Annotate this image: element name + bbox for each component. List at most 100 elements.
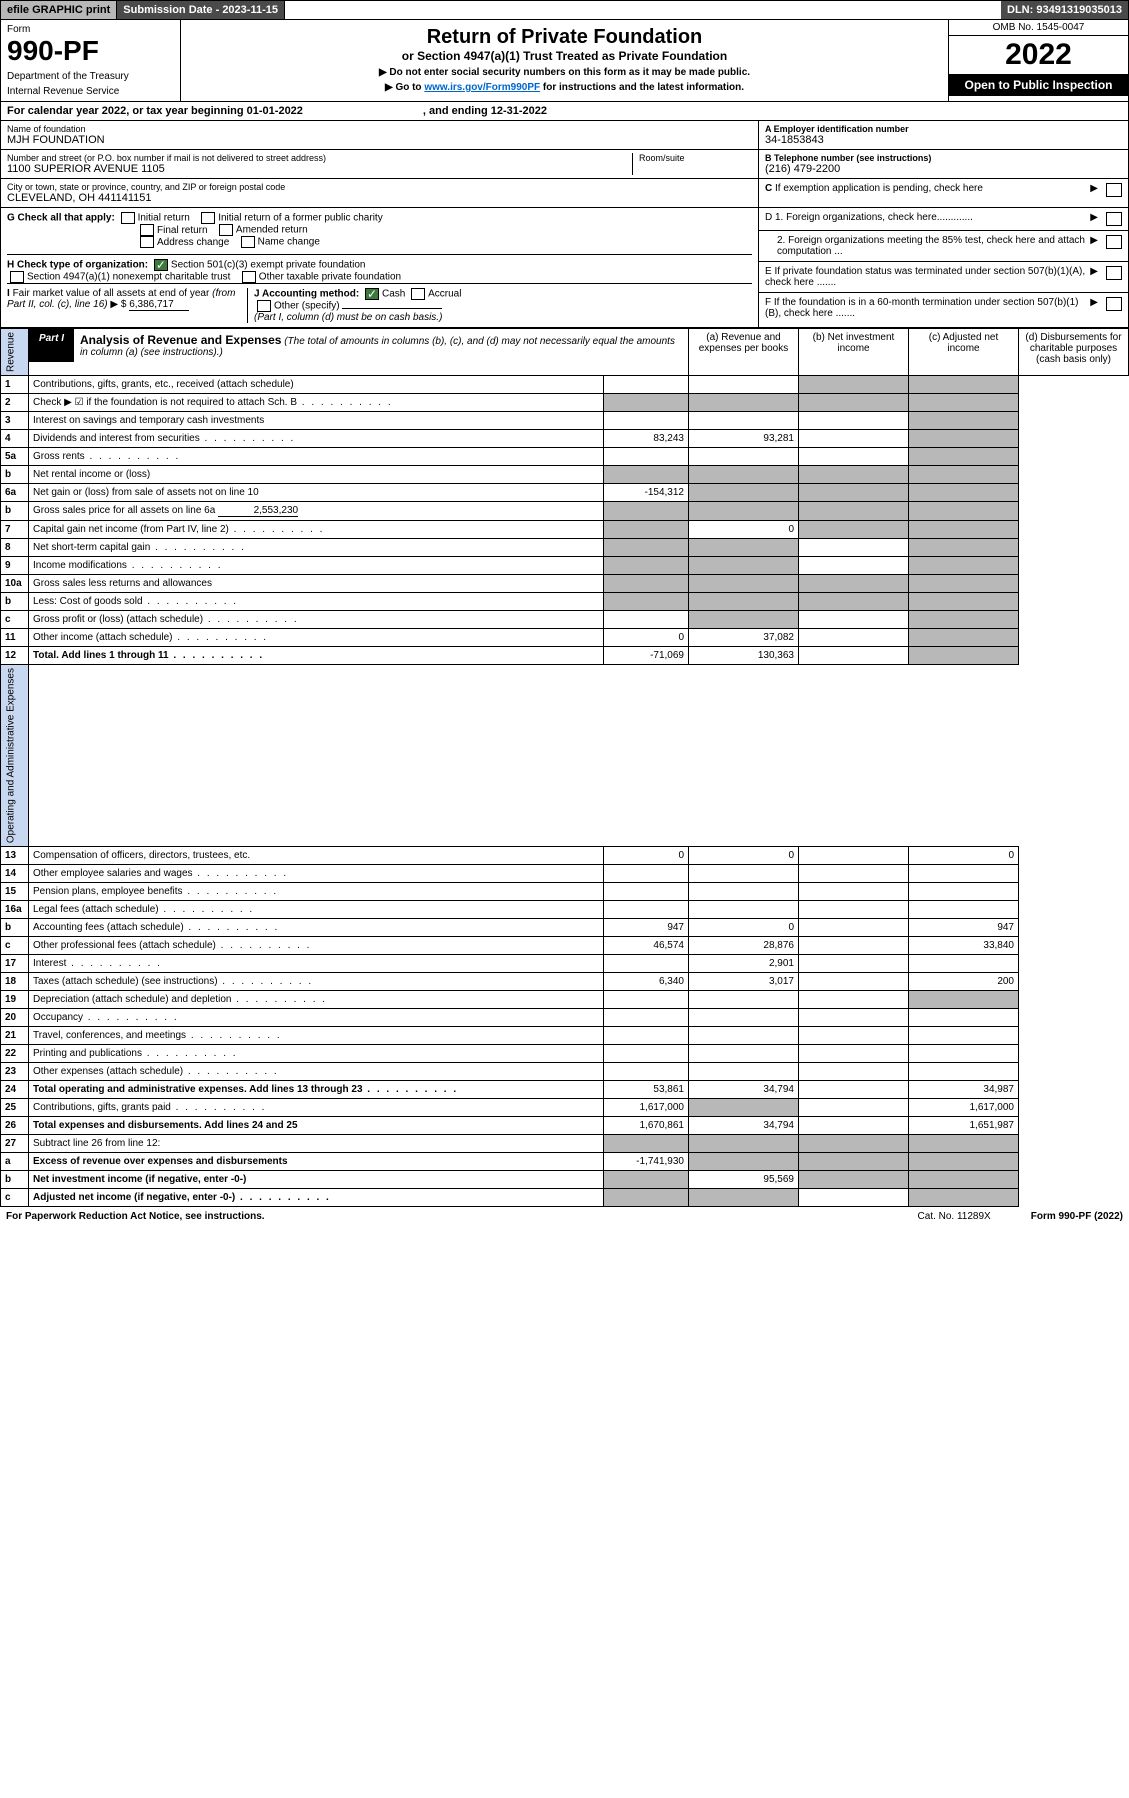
table-row: cAdjusted net income (if negative, enter… [1, 1189, 1129, 1207]
table-row: 8Net short-term capital gain [1, 539, 1129, 557]
part1-title: Analysis of Revenue and Expenses (The to… [74, 329, 688, 362]
ck-amended[interactable] [219, 224, 233, 236]
calendar-year-row: For calendar year 2022, or tax year begi… [0, 102, 1129, 121]
ck-501c3[interactable] [154, 259, 168, 271]
table-row: 27Subtract line 26 from line 12: [1, 1135, 1129, 1153]
part1-table: Revenue Part I Analysis of Revenue and E… [0, 328, 1129, 1207]
table-row: 24Total operating and administrative exp… [1, 1081, 1129, 1099]
table-row: 12Total. Add lines 1 through 11-71,06913… [1, 647, 1129, 665]
d1-label: D 1. Foreign organizations, check here..… [765, 212, 973, 223]
foundation-name: MJH FOUNDATION [7, 134, 752, 146]
ck-4947[interactable] [10, 271, 24, 283]
efile-label[interactable]: efile GRAPHIC print [1, 1, 117, 19]
table-row: 13Compensation of officers, directors, t… [1, 847, 1129, 865]
table-row: 26Total expenses and disbursements. Add … [1, 1117, 1129, 1135]
room-label: Room/suite [639, 153, 752, 163]
ck-cash[interactable] [365, 288, 379, 300]
ck-initial[interactable] [121, 212, 135, 224]
c-label: If exemption application is pending, che… [775, 183, 983, 194]
irs-label: Internal Revenue Service [7, 86, 174, 97]
table-row: 9Income modifications [1, 557, 1129, 575]
expenses-label: Operating and Administrative Expenses [1, 665, 29, 847]
checks-block: G Check all that apply: Initial return I… [0, 208, 1129, 328]
part1-label: Part I [29, 329, 74, 362]
cat-no: Cat. No. 11289X [918, 1211, 991, 1222]
table-row: bAccounting fees (attach schedule)947094… [1, 919, 1129, 937]
form-ref: Form 990-PF (2022) [1031, 1211, 1123, 1222]
ck-other-tax[interactable] [242, 271, 256, 283]
phone-label: B Telephone number (see instructions) [765, 153, 1122, 163]
f-label: F If the foundation is in a 60-month ter… [765, 297, 1079, 319]
form-subtitle: or Section 4947(a)(1) Trust Treated as P… [187, 49, 942, 63]
col-d: (d) Disbursements for charitable purpose… [1019, 329, 1129, 376]
table-row: 23Other expenses (attach schedule) [1, 1063, 1129, 1081]
ck-final[interactable] [140, 224, 154, 236]
table-row: bNet rental income or (loss) [1, 466, 1129, 484]
i-label: Fair market value of all assets at end o… [7, 288, 235, 310]
col-c: (c) Adjusted net income [909, 329, 1019, 376]
table-row: bNet investment income (if negative, ent… [1, 1171, 1129, 1189]
table-row: 5aGross rents [1, 448, 1129, 466]
submission-date: Submission Date - 2023-11-15 [117, 1, 285, 19]
table-row: 4Dividends and interest from securities8… [1, 430, 1129, 448]
form-title: Return of Private Foundation [187, 26, 942, 49]
phone-value: (216) 479-2200 [765, 163, 1122, 175]
table-row: aExcess of revenue over expenses and dis… [1, 1153, 1129, 1171]
table-row: 15Pension plans, employee benefits [1, 883, 1129, 901]
g-label: G Check all that apply: [7, 213, 115, 224]
name-label: Name of foundation [7, 124, 752, 134]
d1-checkbox[interactable] [1106, 212, 1122, 226]
irs-link[interactable]: www.irs.gov/Form990PF [424, 82, 540, 93]
col-b: (b) Net investment income [799, 329, 909, 376]
form-label: Form [7, 24, 174, 35]
f-checkbox[interactable] [1106, 297, 1122, 311]
i-value: 6,386,717 [129, 299, 189, 311]
table-row: 2Check ▶ ☑ if the foundation is not requ… [1, 394, 1129, 412]
c-checkbox[interactable] [1106, 183, 1122, 197]
ck-other-method[interactable] [257, 300, 271, 312]
ck-name-change[interactable] [241, 236, 255, 248]
identity-block: Name of foundation MJH FOUNDATION Number… [0, 121, 1129, 208]
open-public: Open to Public Inspection [949, 74, 1128, 96]
table-row: 16aLegal fees (attach schedule) [1, 901, 1129, 919]
h-label: H Check type of organization: [7, 260, 148, 271]
ck-addr-change[interactable] [140, 236, 154, 248]
revenue-label: Revenue [1, 329, 29, 376]
table-row: 3Interest on savings and temporary cash … [1, 412, 1129, 430]
table-row: 17Interest2,901 [1, 955, 1129, 973]
ein-value: 34-1853843 [765, 134, 1122, 146]
ck-initial-former[interactable] [201, 212, 215, 224]
ck-accrual[interactable] [411, 288, 425, 300]
table-row: 21Travel, conferences, and meetings [1, 1027, 1129, 1045]
j-label: J Accounting method: [254, 289, 359, 300]
addr-label: Number and street (or P.O. box number if… [7, 153, 632, 163]
table-row: cGross profit or (loss) (attach schedule… [1, 611, 1129, 629]
table-row: 6aNet gain or (loss) from sale of assets… [1, 484, 1129, 502]
instr-link: ▶ Go to www.irs.gov/Form990PF for instru… [187, 82, 942, 93]
d2-label: 2. Foreign organizations meeting the 85%… [777, 235, 1085, 257]
table-row: 22Printing and publications [1, 1045, 1129, 1063]
form-number: 990-PF [7, 35, 174, 67]
e-label: E If private foundation status was termi… [765, 266, 1085, 288]
city-label: City or town, state or province, country… [7, 182, 752, 192]
e-checkbox[interactable] [1106, 266, 1122, 280]
table-row: cOther professional fees (attach schedul… [1, 937, 1129, 955]
ein-label: A Employer identification number [765, 124, 1122, 134]
table-row: 20Occupancy [1, 1009, 1129, 1027]
city-value: CLEVELAND, OH 441141151 [7, 192, 752, 204]
table-row: 7Capital gain net income (from Part IV, … [1, 521, 1129, 539]
j-note: (Part I, column (d) must be on cash basi… [254, 312, 442, 323]
instr-ssn: ▶ Do not enter social security numbers o… [187, 67, 942, 78]
table-row: 11Other income (attach schedule)037,082 [1, 629, 1129, 647]
address: 1100 SUPERIOR AVENUE 1105 [7, 163, 632, 175]
table-row: bLess: Cost of goods sold [1, 593, 1129, 611]
top-bar: efile GRAPHIC print Submission Date - 20… [0, 0, 1129, 20]
header: Form 990-PF Department of the Treasury I… [0, 20, 1129, 102]
table-row: 10aGross sales less returns and allowanc… [1, 575, 1129, 593]
footer: For Paperwork Reduction Act Notice, see … [0, 1207, 1129, 1226]
dept-treasury: Department of the Treasury [7, 71, 174, 82]
tax-year: 2022 [949, 36, 1128, 74]
table-row: bGross sales price for all assets on lin… [1, 502, 1129, 521]
d2-checkbox[interactable] [1106, 235, 1122, 249]
table-row: 1Contributions, gifts, grants, etc., rec… [1, 376, 1129, 394]
